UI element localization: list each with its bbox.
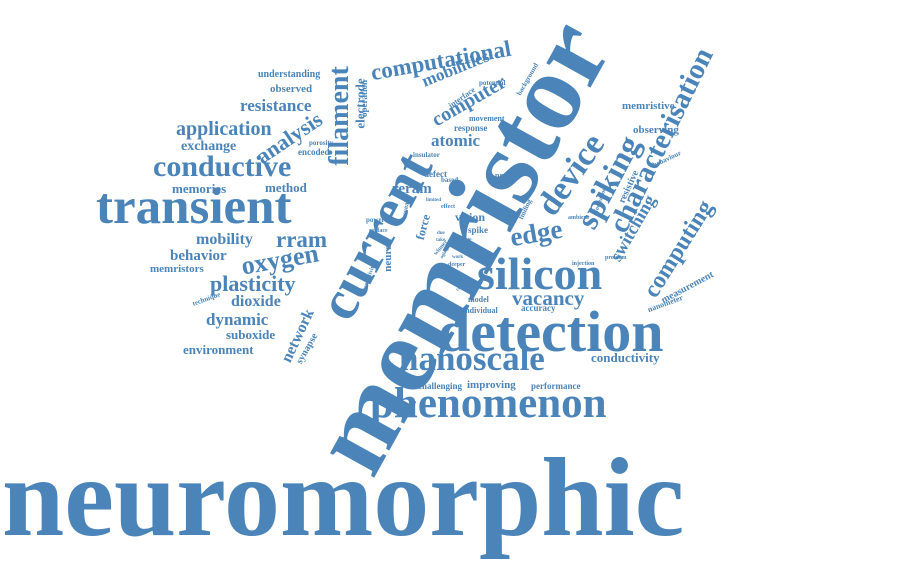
word-improving: improving	[467, 379, 516, 391]
word-method: method	[265, 180, 307, 195]
word-porosity: porosity	[309, 139, 334, 147]
word-plasticity: plasticity	[210, 271, 296, 296]
word-technique: technique	[191, 290, 222, 308]
word-conductive: conductive	[153, 150, 292, 183]
word-memristive: memristive	[622, 100, 675, 112]
word-exchange: exchange	[181, 139, 237, 154]
word-environment: environment	[183, 342, 254, 357]
word-response: response	[454, 123, 488, 133]
word-behavior: behavior	[170, 248, 227, 264]
word-due: due	[437, 231, 445, 236]
word-application: application	[176, 118, 272, 140]
word-accuracy: accuracy	[521, 303, 556, 313]
word-dynamic: dynamic	[206, 310, 269, 329]
word-based: based	[441, 176, 459, 184]
word-effect: effect	[441, 204, 455, 210]
word-memristors: memristors	[150, 263, 204, 275]
word-understanding: understanding	[258, 69, 321, 80]
word-neuromorphic: neuromorphic	[2, 436, 685, 560]
word-neural: neural	[381, 241, 394, 272]
word-operation: operation	[359, 80, 369, 117]
word-mobility: mobility	[196, 231, 253, 248]
word-model: model	[468, 295, 489, 304]
word-edge: edge	[507, 213, 565, 253]
word-suboxide: suboxide	[226, 327, 276, 342]
word-nanoscale: nanoscale	[399, 339, 545, 378]
word-encoded: encoded	[298, 147, 330, 157]
word-present: present	[495, 171, 521, 180]
word-work: work	[452, 255, 464, 260]
word-detection: detection	[438, 299, 664, 364]
word-challenging: challenging	[418, 381, 463, 391]
word-transient: transient	[96, 179, 292, 235]
word-resistance: resistance	[240, 96, 312, 115]
word-movement: movement	[469, 114, 505, 123]
word-atomic: atomic	[431, 131, 481, 150]
word-limited: limited	[426, 198, 441, 203]
word-phenomenon: phenomenon	[370, 380, 607, 427]
word-silicon: silicon	[477, 248, 603, 299]
word-rram: rram	[276, 227, 328, 252]
word-memories: memories	[172, 181, 227, 196]
word-problem: problem	[605, 255, 627, 261]
word-power: power	[366, 216, 385, 224]
word-surface: surface	[369, 228, 388, 234]
word-spike: spike	[468, 225, 489, 235]
word-deeper: deeper	[448, 262, 466, 268]
word-performance: performance	[531, 381, 581, 391]
word-dioxide: dioxide	[231, 293, 281, 310]
word-vision: vision	[455, 210, 486, 224]
word-ambient: ambient	[568, 215, 589, 221]
word-observing: observing	[633, 124, 679, 136]
word-insulator: insulator	[413, 151, 440, 159]
word-vacancy: vacancy	[512, 286, 585, 310]
word-individual: individual	[463, 306, 498, 315]
word-defect: defect	[424, 169, 447, 179]
word-potential: potential	[479, 79, 506, 87]
word-injection: injection	[572, 261, 595, 267]
word-conductivity: conductivity	[591, 350, 660, 365]
word-filament: filament	[323, 66, 355, 166]
word-reram: reram	[392, 181, 432, 197]
word-observed: observed	[270, 83, 313, 95]
word-take: take	[436, 238, 446, 243]
